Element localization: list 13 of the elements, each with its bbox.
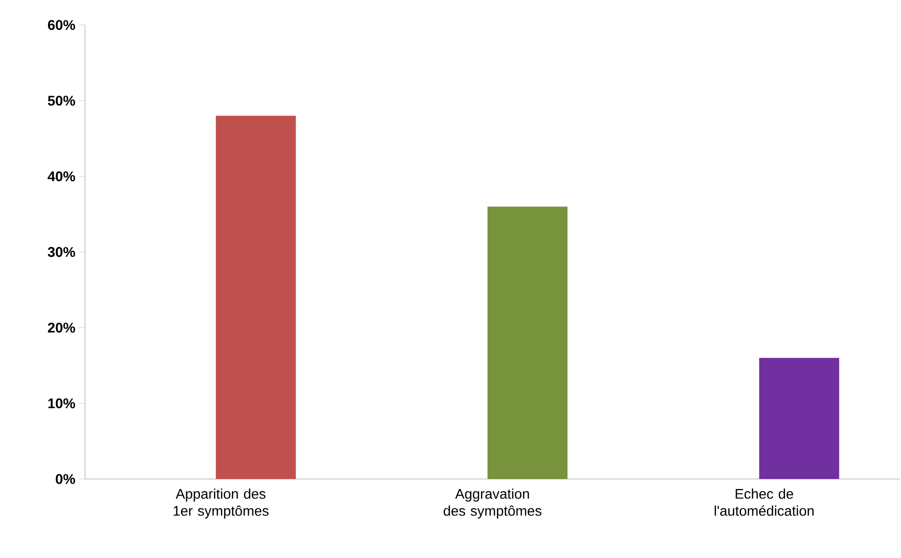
y-tick-label: 0%	[56, 474, 76, 484]
bar	[488, 206, 568, 479]
x-tick-label: Aggravation des symptômes	[444, 488, 542, 519]
y-tick-label: 50%	[48, 96, 76, 106]
bar	[759, 358, 840, 479]
y-tick-label: 10%	[48, 398, 76, 408]
x-tick-label: Apparition des 1er symptômes	[174, 488, 269, 519]
y-tick-label: 40%	[48, 171, 76, 182]
x-tick-label: Echec de l'automédication	[714, 488, 814, 516]
bar	[216, 116, 296, 479]
y-tick-label: 20%	[48, 322, 76, 333]
y-tick-label: 30%	[48, 247, 76, 257]
y-tick-label: 60%	[48, 20, 76, 30]
